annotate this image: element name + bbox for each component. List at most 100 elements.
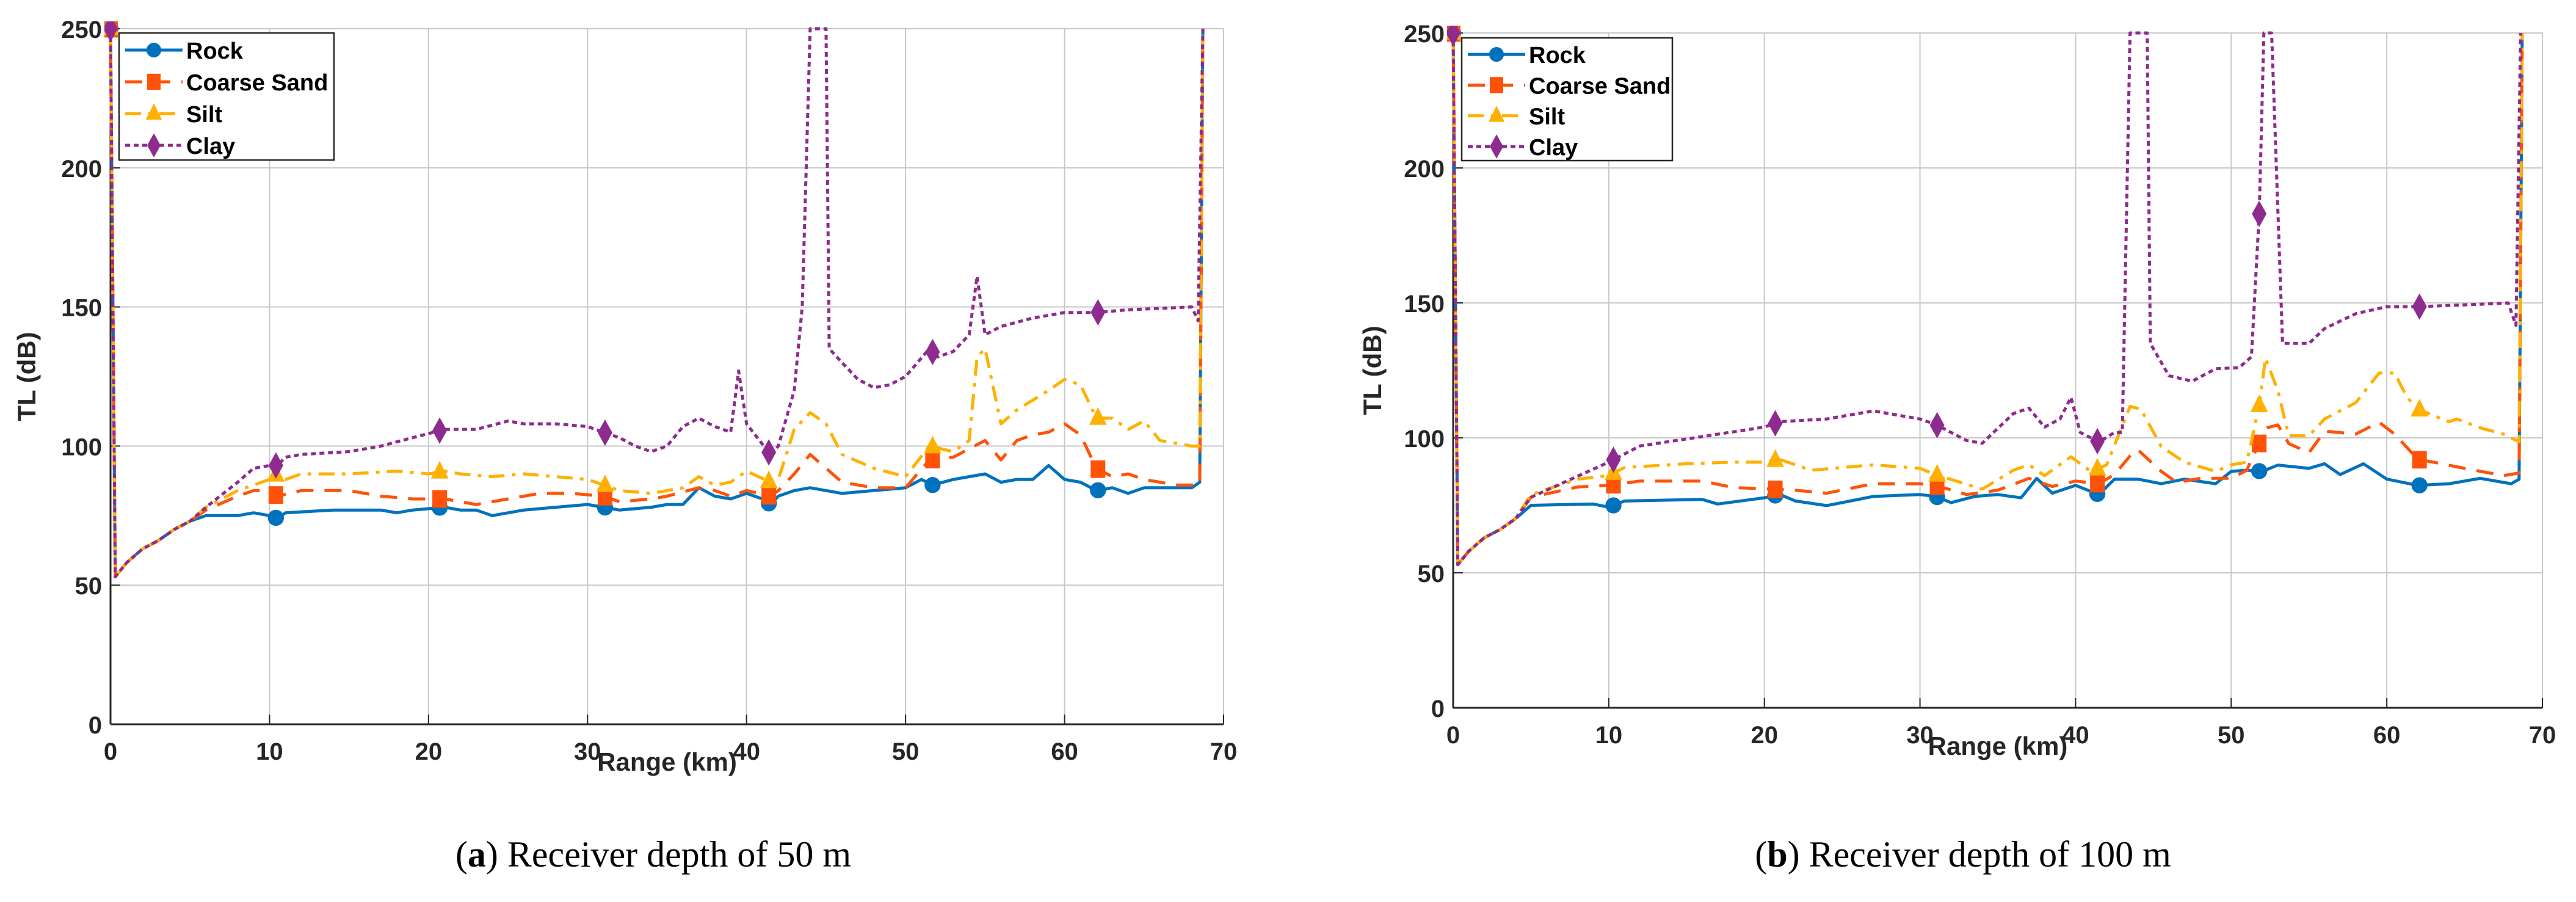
x-tick-label: 0 xyxy=(1446,722,1460,749)
series-group xyxy=(1447,26,2524,567)
x-axis-label: Range (km) xyxy=(597,747,737,776)
series-line-rock xyxy=(109,28,1205,578)
x-tick-label: 30 xyxy=(574,738,601,765)
data-point-silt xyxy=(760,470,778,489)
y-tick-label: 200 xyxy=(61,156,102,183)
legend-marker-triangle-icon xyxy=(145,103,162,120)
data-point-rock xyxy=(924,476,941,493)
y-tick-label: 100 xyxy=(61,434,102,460)
legend-label: Clay xyxy=(1529,135,1578,161)
data-point-silt xyxy=(1089,407,1107,425)
y-tick-label: 0 xyxy=(1431,696,1445,722)
y-tick-label: 250 xyxy=(61,16,102,43)
data-point-rock xyxy=(1090,482,1106,499)
data-point-silt xyxy=(1928,464,1947,482)
legend-label: Coarse Sand xyxy=(186,70,328,96)
x-tick-label: 10 xyxy=(1595,722,1623,749)
series-line-silt xyxy=(1451,32,2524,567)
data-point-coarse-sand xyxy=(2252,434,2267,453)
series-group xyxy=(104,21,1205,578)
data-point-rock xyxy=(2411,477,2428,493)
series-line-rock xyxy=(1451,32,2524,567)
x-axis-label: Range (km) xyxy=(1928,732,2068,760)
x-tick-label: 60 xyxy=(2373,722,2401,749)
series-line-silt xyxy=(109,28,1205,578)
y-axis-label: TL (dB) xyxy=(12,332,41,421)
x-tick-label: 30 xyxy=(1906,722,1934,749)
data-point-coarse-sand xyxy=(432,490,448,508)
legend-marker-circle-icon xyxy=(146,42,162,58)
y-tick-label: 50 xyxy=(1418,561,1445,587)
data-point-clay xyxy=(432,417,448,444)
x-tick-label: 60 xyxy=(1051,738,1078,765)
data-point-clay xyxy=(925,338,940,366)
caption-a-letter: a xyxy=(467,834,486,875)
data-point-clay xyxy=(2252,200,2267,227)
data-point-clay xyxy=(268,452,283,479)
legend: Rock Coarse Sand Silt Clay xyxy=(118,32,335,161)
caption-b: (b) Receiver depth of 100 m xyxy=(1755,834,2171,875)
data-point-silt xyxy=(1766,449,1784,467)
x-tick-label: 40 xyxy=(2062,722,2089,749)
data-point-clay xyxy=(1447,26,1460,46)
legend-label: Coarse Sand xyxy=(1529,73,1671,99)
y-axis-label: TL (dB) xyxy=(1358,326,1387,415)
x-tick-label: 70 xyxy=(1210,738,1238,765)
legend-label: Silt xyxy=(1529,104,1565,130)
data-point-silt xyxy=(2411,399,2429,416)
y-tick-label: 150 xyxy=(1404,291,1445,318)
data-point-silt xyxy=(2088,457,2106,476)
y-tick-label: 250 xyxy=(1404,21,1445,48)
legend-label: Clay xyxy=(186,134,235,159)
data-point-clay xyxy=(2412,293,2427,320)
chart-a: 0 10 20 30 40 50 60 70 0 50 100 150 200 250 Range (km)… xyxy=(12,16,1238,776)
x-tick-label: 0 xyxy=(104,738,117,765)
x-tick-label: 20 xyxy=(415,738,443,765)
caption-b-letter: b xyxy=(1767,834,1788,875)
legend-marker-square-icon xyxy=(1490,77,1503,93)
x-tick-label: 70 xyxy=(2529,722,2556,749)
data-point-coarse-sand xyxy=(2090,475,2105,493)
legend-marker-triangle-icon xyxy=(1488,106,1505,122)
data-point-coarse-sand xyxy=(268,486,283,504)
legend-label: Rock xyxy=(1529,43,1586,68)
chart-b: 0 10 20 30 40 50 60 70 0 50 100 150 200 250 Range (km)… xyxy=(1358,21,2556,760)
data-point-rock xyxy=(2251,463,2268,479)
data-point-clay xyxy=(1768,410,1783,437)
series-line-coarse-sand xyxy=(1451,32,2524,567)
data-point-rock xyxy=(1605,497,1622,514)
legend: Rock Coarse Sand Silt Clay xyxy=(1460,37,1674,162)
data-point-coarse-sand xyxy=(1090,460,1106,478)
data-point-coarse-sand xyxy=(2412,451,2427,469)
data-point-clay xyxy=(1929,412,1945,438)
data-point-clay xyxy=(104,21,118,42)
y-tick-label: 50 xyxy=(75,573,103,600)
caption-a: (a) Receiver depth of 50 m xyxy=(455,834,852,875)
data-point-clay xyxy=(597,419,612,446)
y-tick-label: 150 xyxy=(61,295,102,322)
series-line-clay xyxy=(1451,31,2522,567)
data-point-silt xyxy=(2250,394,2268,412)
data-point-clay xyxy=(1606,446,1621,473)
series-line-coarse-sand xyxy=(109,28,1205,578)
data-point-clay xyxy=(761,439,777,466)
legend-marker-square-icon xyxy=(147,73,161,90)
data-point-clay xyxy=(1090,299,1106,326)
legend-marker-circle-icon xyxy=(1489,47,1504,62)
caption-b-text: Receiver depth of 100 m xyxy=(1809,834,2171,875)
data-point-coarse-sand xyxy=(761,487,777,505)
data-point-clay xyxy=(2090,427,2105,454)
legend-label: Silt xyxy=(186,102,222,128)
x-tick-label: 50 xyxy=(892,738,920,765)
data-point-coarse-sand xyxy=(925,451,940,468)
legend-marker-diamond-icon xyxy=(1490,134,1503,159)
x-tick-label: 20 xyxy=(1751,722,1778,749)
data-point-silt xyxy=(924,435,942,454)
x-tick-label: 50 xyxy=(2218,722,2245,749)
y-tick-label: 200 xyxy=(1404,156,1445,183)
caption-a-text: Receiver depth of 50 m xyxy=(507,834,852,875)
y-tick-label: 0 xyxy=(89,712,102,739)
data-point-silt xyxy=(430,460,449,479)
x-tick-label: 10 xyxy=(256,738,283,765)
